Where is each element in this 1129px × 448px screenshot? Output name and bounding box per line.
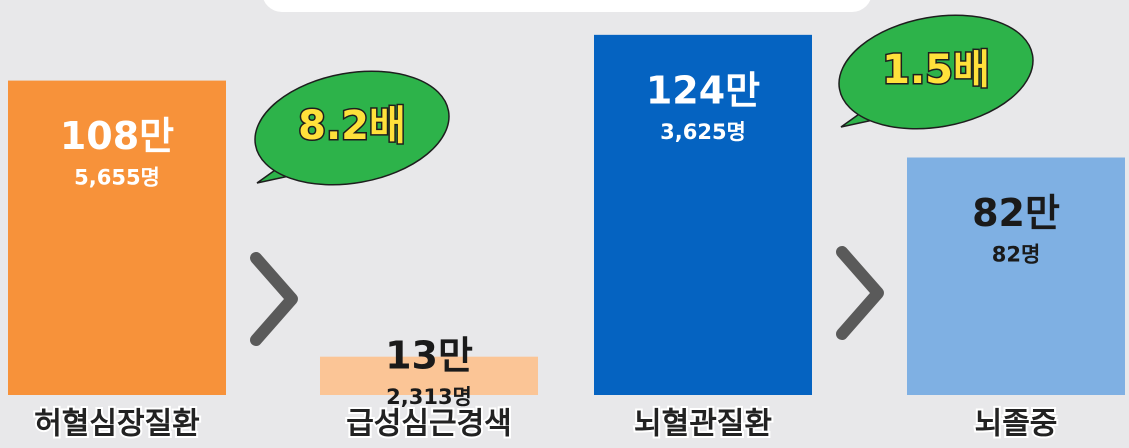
value-label: 82명 xyxy=(992,243,1041,267)
top-box xyxy=(263,0,871,12)
value-label: 5,655명 xyxy=(74,166,160,190)
value-label: 2,313명 xyxy=(386,385,472,409)
bar xyxy=(8,80,226,396)
bar xyxy=(594,34,812,396)
bubble xyxy=(838,14,1034,130)
category-label: 뇌졸중 xyxy=(975,407,1058,442)
value-label: 108만 xyxy=(60,114,174,158)
value-label: 124만 xyxy=(646,68,760,112)
annotation: 1.5배 xyxy=(882,47,990,93)
value-label: 3,625명 xyxy=(660,120,746,144)
chevron xyxy=(836,246,884,340)
chevron xyxy=(250,252,298,346)
category-label: 급성심근경색 xyxy=(346,407,512,442)
bar xyxy=(320,356,538,395)
category-label: 뇌혈관질환 xyxy=(634,407,772,442)
value-label: 13만 xyxy=(385,334,473,378)
category-label: 허혈심장질환 xyxy=(34,407,200,442)
value-label: 82만 xyxy=(972,191,1060,235)
annotation: 8.2배 xyxy=(298,103,406,149)
bubble xyxy=(254,70,450,186)
bar xyxy=(907,157,1125,395)
